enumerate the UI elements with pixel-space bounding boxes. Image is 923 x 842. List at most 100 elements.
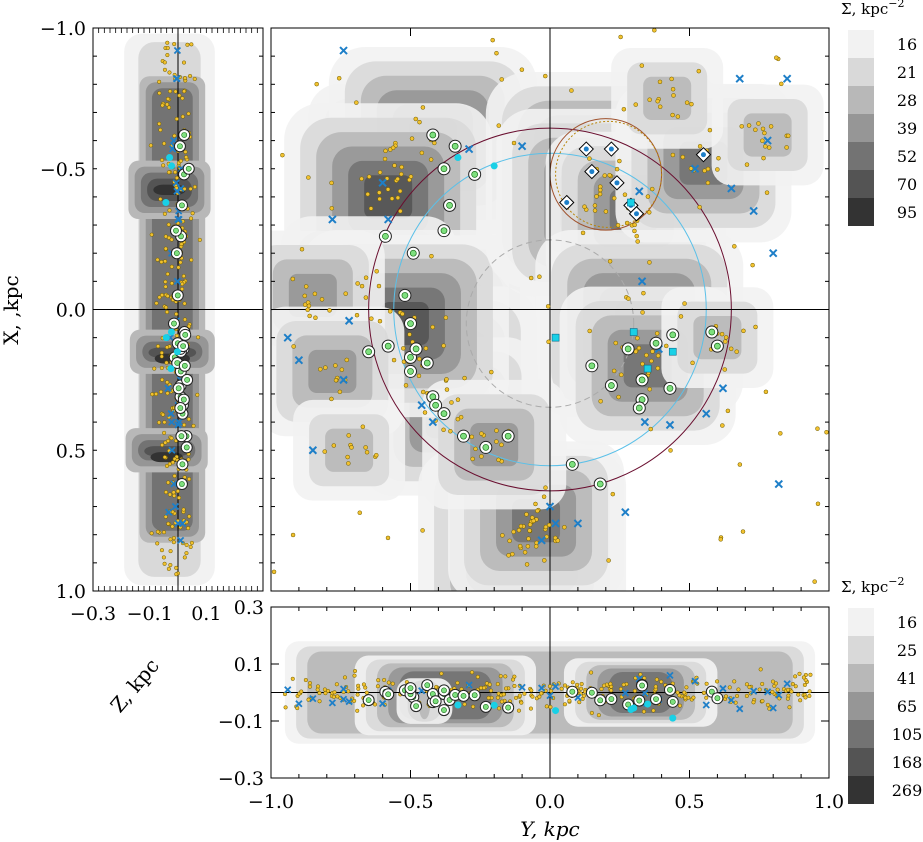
star-point <box>602 683 607 688</box>
star-point <box>486 695 491 700</box>
star-point <box>166 438 171 443</box>
cyan-square <box>551 333 560 342</box>
star-point <box>615 223 621 228</box>
star-point <box>785 687 791 692</box>
cepheid-marker <box>750 687 758 695</box>
star-point <box>722 367 727 372</box>
star-point <box>725 408 731 414</box>
star-point <box>688 166 694 171</box>
colorbar-swatch <box>848 692 874 720</box>
cepheid-marker <box>537 684 546 692</box>
star-point <box>409 136 415 141</box>
star-point <box>154 391 159 397</box>
cluster-core <box>179 202 185 209</box>
star-point <box>671 93 676 98</box>
cepheid-marker <box>537 536 546 545</box>
star-point <box>157 420 162 425</box>
star-point <box>499 699 504 704</box>
star-point <box>389 196 395 201</box>
star-point <box>186 111 191 116</box>
star-point <box>181 60 187 65</box>
left-ticks: −0.3 −0.1 0.1 <box>70 27 264 625</box>
colorbar-swatch <box>848 720 874 748</box>
star-point <box>793 684 798 689</box>
star-point <box>516 708 522 713</box>
star-point <box>183 149 188 154</box>
star-point <box>594 194 599 199</box>
star-point <box>280 152 285 158</box>
star-point <box>648 426 653 432</box>
star-point <box>715 679 720 684</box>
cluster-core <box>568 460 576 468</box>
colorbar-swatch <box>848 86 874 114</box>
ob-association-core <box>564 200 570 206</box>
cepheid-marker <box>168 418 176 426</box>
star-point <box>376 678 381 683</box>
star-point <box>802 682 807 687</box>
cluster-core <box>174 292 181 299</box>
cluster-core <box>635 404 643 412</box>
star-point <box>797 671 802 676</box>
star-point <box>181 507 186 512</box>
cluster-core <box>424 682 431 689</box>
cepheid-marker <box>719 684 727 693</box>
cepheid-marker <box>378 699 387 708</box>
star-point <box>157 79 162 84</box>
star-point <box>598 399 603 404</box>
star-point <box>787 705 792 710</box>
star-point <box>439 671 444 676</box>
star-point <box>736 687 741 692</box>
star-point <box>399 171 404 177</box>
star-point <box>165 294 170 299</box>
star-point <box>159 293 165 298</box>
main-density-map <box>271 47 824 591</box>
star-point <box>789 689 794 694</box>
star-point <box>793 674 798 679</box>
cluster-core <box>401 292 409 299</box>
colorbar-swatch <box>848 30 874 58</box>
star-point <box>161 163 166 168</box>
y-tick-label: −1.0 <box>40 18 86 40</box>
density-cell <box>288 273 337 318</box>
star-point <box>171 535 176 541</box>
star-point <box>543 485 548 490</box>
star-point <box>171 540 176 545</box>
star-point <box>162 67 168 72</box>
star-point <box>728 346 734 352</box>
star-point <box>544 704 549 709</box>
cepheid-marker <box>328 699 337 707</box>
star-point <box>441 343 446 348</box>
star-point <box>750 262 755 268</box>
star-point <box>329 180 334 186</box>
density-cell <box>470 423 519 467</box>
star-point <box>171 490 176 495</box>
cepheid-marker <box>173 46 182 55</box>
star-point <box>645 194 651 199</box>
cyan-dot <box>490 701 498 709</box>
star-point <box>169 264 174 269</box>
cepheid-marker <box>702 701 710 709</box>
star-point <box>186 417 191 422</box>
star-point <box>172 473 177 479</box>
star-point <box>610 491 616 497</box>
star-point <box>391 357 397 363</box>
star-point <box>428 157 434 162</box>
star-point <box>385 187 391 192</box>
star-point <box>417 356 422 362</box>
star-point <box>753 324 758 330</box>
star-point <box>531 518 536 524</box>
star-point <box>765 702 770 707</box>
cluster-core <box>471 171 479 178</box>
star-point <box>624 220 630 226</box>
star-point <box>420 528 425 533</box>
cyan-dot <box>644 700 652 708</box>
star-point <box>173 170 178 175</box>
star-point <box>639 63 645 68</box>
star-point <box>290 676 295 681</box>
colorbar-swatch <box>848 776 874 804</box>
star-point <box>723 335 729 340</box>
star-point <box>167 492 173 497</box>
cluster-core <box>669 698 676 705</box>
cluster-core <box>384 342 392 350</box>
cluster-core <box>440 227 448 235</box>
